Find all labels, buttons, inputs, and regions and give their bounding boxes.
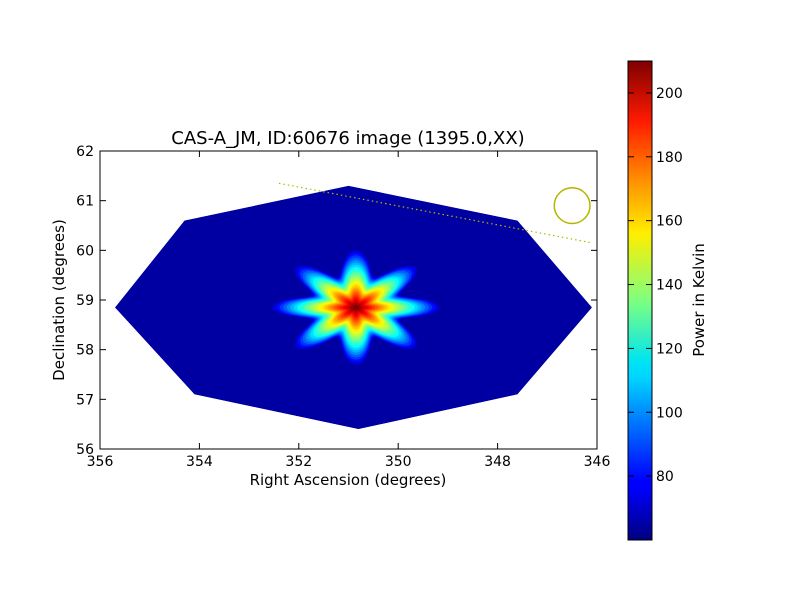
source-blob	[268, 247, 444, 368]
x-tick-label: 350	[385, 454, 412, 470]
x-tick-label: 346	[584, 454, 611, 470]
colorbar-tick-label: 140	[656, 278, 683, 294]
colorbar-tick-label: 160	[656, 214, 683, 230]
track-line	[278, 182, 593, 244]
colorbar-label: Power in Kelvin	[690, 243, 708, 357]
colorbar-tick-label: 80	[656, 469, 674, 485]
x-axis-label: Right Ascension (degrees)	[250, 471, 447, 489]
colorbar-tick-label: 120	[656, 341, 683, 357]
colorbar-tick-label: 180	[656, 150, 683, 166]
x-tick-label: 354	[186, 454, 213, 470]
chart-title: CAS-A_JM, ID:60676 image (1395.0,XX)	[171, 128, 524, 149]
source-contour	[352, 304, 360, 310]
y-tick-label: 57	[76, 392, 94, 408]
y-axis: 56 57 58 59 60 61 62	[76, 144, 597, 458]
beam-circle	[553, 187, 591, 225]
y-tick-label: 56	[76, 442, 94, 458]
colorbar	[627, 60, 653, 541]
y-tick-label: 59	[76, 293, 94, 309]
y-tick-label: 58	[76, 343, 94, 359]
x-tick-label: 352	[285, 454, 312, 470]
x-tick-label: 356	[87, 454, 114, 470]
heatmap-image	[114, 185, 593, 430]
y-axis-label: Declination (degrees)	[50, 219, 68, 381]
y-tick-label: 61	[76, 194, 94, 210]
colorbar-tick-label: 200	[656, 86, 683, 102]
colorbar-tick-label: 100	[656, 405, 683, 421]
y-tick-label: 62	[76, 144, 94, 160]
x-tick-label: 348	[484, 454, 511, 470]
x-axis: 356 354 352 350 348 346	[87, 151, 611, 470]
y-tick-label: 60	[76, 243, 94, 259]
colorbar-ticks: 80 100 120 140 160 180 200	[628, 86, 683, 485]
